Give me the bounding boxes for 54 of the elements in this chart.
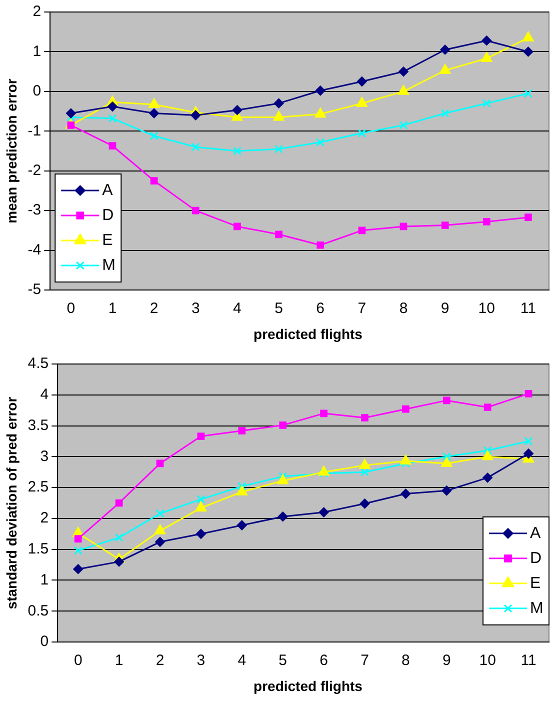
y-tick-label: 2	[32, 3, 42, 20]
legend-label: D	[530, 550, 542, 567]
x-tick-label: 7	[360, 652, 369, 670]
x-tick-label: 1	[108, 300, 117, 318]
y-tick-label: 0	[32, 82, 42, 100]
x-tick-label: 2	[156, 652, 164, 670]
x-tick-label: 6	[320, 652, 328, 670]
x-tick-label: 0	[74, 652, 82, 670]
legend-label: A	[102, 182, 114, 199]
x-tick-label: 10	[478, 300, 495, 318]
legend-label: E	[102, 232, 113, 249]
x-tick-label: 6	[316, 300, 325, 318]
legend-label: M	[530, 600, 544, 617]
y-tick-label: 1.5	[28, 540, 49, 558]
x-tick-label: 5	[274, 300, 283, 318]
y-tick-label: -4	[28, 241, 42, 258]
y-axis-title: mean prediction error	[3, 78, 20, 224]
x-axis-title: predicted flights	[252, 326, 364, 342]
x-tick-label: 9	[442, 652, 451, 670]
x-axis-title: predicted flights	[252, 678, 364, 694]
x-tick-label: 7	[358, 300, 366, 318]
y-tick-label: 3.5	[28, 416, 49, 434]
x-tick-label: 11	[520, 300, 536, 318]
legend-label: M	[102, 256, 116, 274]
legend-label: D	[102, 206, 114, 224]
legend-label: A	[530, 524, 541, 542]
x-tick-label: 1	[114, 652, 124, 670]
x-tick-label: 11	[520, 652, 536, 670]
y-tick-label: 0	[40, 633, 49, 650]
y-tick-label: 4.5	[28, 355, 49, 372]
legend-label: E	[530, 574, 541, 592]
y-tick-label: 2	[40, 510, 49, 527]
y-tick-label: -5	[28, 281, 42, 298]
x-tick-label: 8	[402, 652, 410, 670]
y-tick-label: 1	[32, 42, 42, 60]
y-tick-label: -1	[28, 122, 42, 140]
x-tick-label: 3	[191, 300, 200, 318]
y-tick-label: 3	[40, 448, 49, 465]
x-tick-label: 9	[440, 300, 450, 318]
x-tick-label: 5	[278, 652, 288, 670]
y-tick-label: 0.5	[28, 602, 49, 620]
x-tick-label: 3	[196, 652, 206, 670]
x-tick-label: 4	[233, 300, 242, 318]
y-tick-label: 4	[40, 386, 49, 404]
x-tick-label: 10	[479, 652, 496, 670]
x-tick-label: 2	[150, 300, 158, 318]
x-tick-label: 8	[399, 300, 408, 318]
y-axis-title: standard deviation of pred error	[3, 396, 20, 610]
y-tick-label: -3	[28, 202, 42, 219]
y-tick-label: -2	[28, 162, 42, 179]
y-tick-label: 2.5	[28, 478, 49, 496]
x-tick-label: 4	[238, 652, 246, 670]
x-tick-label: 0	[66, 300, 76, 318]
y-tick-label: 1	[40, 571, 49, 588]
